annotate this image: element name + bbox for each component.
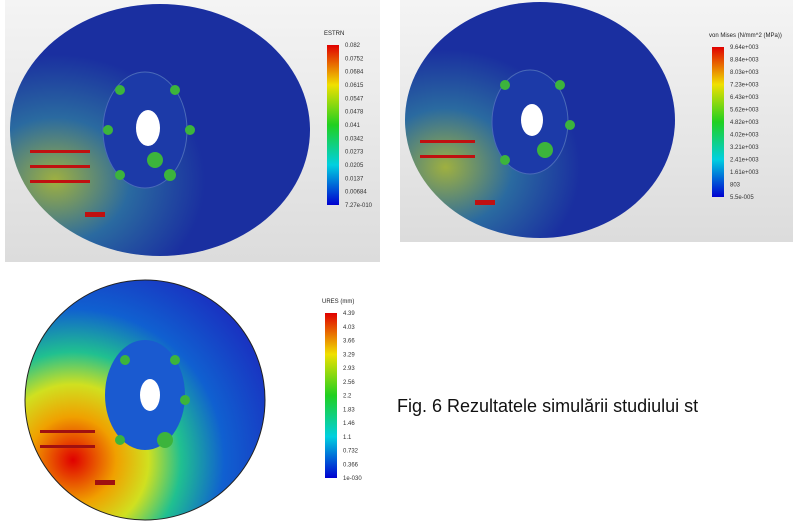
legend-label: 1.61e+003 xyxy=(730,170,759,176)
legend-label: 2.56 xyxy=(343,380,355,386)
legend-label: 7.27e-010 xyxy=(345,203,373,209)
legend-label: 5.5e-005 xyxy=(730,195,754,201)
legend-label: 4.82e+003 xyxy=(730,120,759,126)
legend-label: 0.041 xyxy=(345,123,361,129)
legend-label: 0.082 xyxy=(345,43,361,49)
legend-label: 3.66 xyxy=(343,339,355,345)
caption: Fig. 6 Rezultatele simulării studiului s… xyxy=(397,396,698,416)
legend-label: 3.29 xyxy=(343,352,355,358)
legend-label: 0.0752 xyxy=(345,56,364,62)
legend-label: 2.2 xyxy=(343,394,352,400)
panel-1 xyxy=(5,0,380,262)
legend-label: 4.02e+003 xyxy=(730,133,759,139)
legend-label: 8.84e+003 xyxy=(730,58,759,64)
color-bar xyxy=(325,313,337,478)
legend-label: 0.732 xyxy=(343,449,359,455)
legend-title: ESTRN xyxy=(324,31,344,37)
legend-label: 4.03 xyxy=(343,325,355,331)
legend-title: von Mises (N/mm^2 (MPa)) xyxy=(709,33,782,39)
page: {"figure":{"panels":[ {"legend":{"title"… xyxy=(0,0,793,521)
legend-label: 1e-030 xyxy=(343,476,362,482)
legend-label: 1.46 xyxy=(343,421,355,427)
legend-label: 0.0273 xyxy=(345,150,364,156)
legend-label: 7.23e+003 xyxy=(730,83,759,89)
legend-label: 0.0205 xyxy=(345,163,364,169)
legend-label: 2.93 xyxy=(343,366,355,372)
figure: Fig. 6 Rezultatele simulării studiului s… xyxy=(0,0,793,521)
legend-label: 1.83 xyxy=(343,407,355,413)
legend-label: 4.39 xyxy=(343,311,355,317)
legend-label: 9.64e+003 xyxy=(730,45,759,51)
legend-label: 0.0547 xyxy=(345,96,364,102)
legend-label: 0.366 xyxy=(343,462,359,468)
legend-label: 0.0342 xyxy=(345,136,364,142)
legend-title: URES (mm) xyxy=(322,299,354,305)
legend-label: 8.03e+003 xyxy=(730,70,759,76)
panel-3 xyxy=(25,280,265,520)
color-bar xyxy=(712,47,724,197)
legend-label: 0.0615 xyxy=(345,83,364,89)
legend-label: 0.0478 xyxy=(345,110,364,116)
legend-label: 3.21e+003 xyxy=(730,145,759,151)
legend-label: 0.0137 xyxy=(345,176,364,182)
legend-label: 2.41e+003 xyxy=(730,158,759,164)
color-bar xyxy=(327,45,339,205)
legend-label: 803 xyxy=(730,183,741,189)
legend-label: 1.1 xyxy=(343,435,352,441)
legend-label: 5.62e+003 xyxy=(730,108,759,114)
legend-label: 6.43e+003 xyxy=(730,95,759,101)
legend-label: 0.00684 xyxy=(345,190,367,196)
legend-label: 0.0684 xyxy=(345,70,364,76)
